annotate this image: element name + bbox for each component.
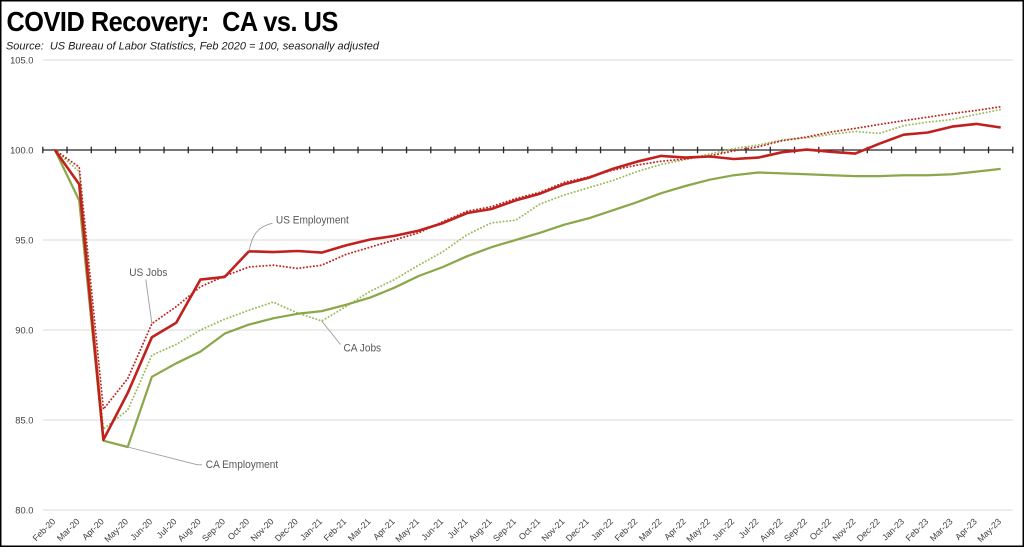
svg-text:CA Jobs: CA Jobs — [344, 342, 382, 354]
svg-text:COVID Recovery: CA vs. US: COVID Recovery: CA vs. US — [7, 6, 338, 37]
svg-text:US Employment: US Employment — [276, 214, 349, 226]
svg-text:95.0: 95.0 — [15, 235, 33, 245]
svg-text:US Jobs: US Jobs — [129, 267, 167, 279]
svg-text:105.0: 105.0 — [10, 55, 33, 65]
svg-text:80.0: 80.0 — [15, 505, 33, 515]
svg-text:85.0: 85.0 — [15, 415, 33, 425]
svg-text:100.0: 100.0 — [10, 145, 33, 155]
svg-text:Source: US Bureau of Labor St: Source: US Bureau of Labor Statistics, F… — [6, 40, 380, 52]
svg-text:CA Employment: CA Employment — [206, 459, 278, 471]
svg-text:90.0: 90.0 — [15, 325, 33, 335]
